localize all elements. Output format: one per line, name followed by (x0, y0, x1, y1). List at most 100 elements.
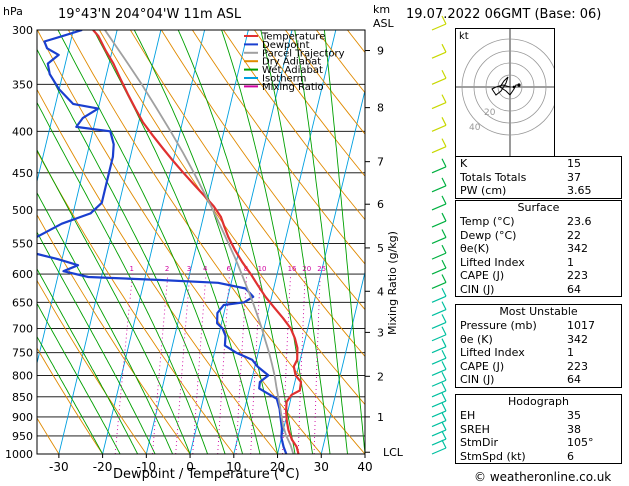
mixing-ratio-line (297, 274, 306, 454)
index-row: K 15 (460, 157, 581, 170)
wet-adiabat (37, 101, 209, 454)
height-tick-label: 3 (377, 326, 384, 339)
wind-barb-flag (441, 392, 447, 402)
mixing-ratio-label: 20 (302, 265, 311, 273)
wind-barb (431, 220, 447, 228)
wet-adiabat (294, 30, 348, 454)
wind-barb (431, 295, 447, 303)
wet-adiabat (323, 30, 365, 454)
dry-adiabat (99, 30, 365, 406)
mixing-ratio-line (114, 274, 133, 454)
dry-adiabat (37, 213, 191, 454)
mixing-ratio-line (235, 274, 248, 454)
height-tick-label: 2 (377, 370, 384, 383)
surface-row: CAPE (J) 223 (460, 269, 588, 282)
wind-barb (431, 51, 447, 59)
legend-label: Parcel Trajectory (262, 48, 345, 59)
wind-barb (431, 379, 447, 387)
wet-adiabat (221, 30, 313, 454)
wind-barb (431, 236, 447, 245)
mixing-ratio-label: 4 (203, 265, 208, 273)
most-unstable-table: Most Unstable Pressure (mb) 1017 θe (K) 34… (455, 304, 622, 388)
wind-barb-flag (441, 402, 447, 412)
hodograph-panel: kt 20 40 (455, 28, 555, 158)
wind-barb-flag (441, 70, 447, 79)
wind-barb-flag (441, 430, 447, 440)
wind-barb-flag (441, 212, 447, 222)
pressure-tick-label: 950 (12, 430, 33, 443)
wind-barb (431, 203, 447, 211)
hodograph-table: Hodograph EH 35 SREH 38 StmDir 105° StmSpd … (455, 394, 622, 464)
wind-barb (431, 447, 447, 455)
wind-barb (431, 267, 447, 275)
hodo-row: StmSpd (kt) 6 (460, 449, 574, 463)
mixing-ratio-label: 3 (187, 265, 191, 273)
mixing-ratio-line (175, 274, 191, 454)
mixing-ratio-label: 10 (258, 265, 267, 273)
x-tick-label: 0 (186, 460, 194, 474)
wet-adiabat (260, 30, 331, 454)
section-title: Surface (517, 201, 560, 214)
wind-barb-flag (441, 288, 447, 297)
isotherm (233, 30, 337, 454)
surface-table: Surface Temp (°C) 23.6 Dewp (°C) 22 θe(K) 3… (455, 200, 622, 297)
wind-barb-flag (441, 326, 447, 336)
wind-barb-flag (441, 301, 447, 310)
hodo-ring-label: 20 (484, 108, 496, 118)
pressure-tick-label: 650 (12, 296, 33, 309)
wind-barb-flag (441, 361, 447, 370)
hodograph-unit: kt (459, 31, 469, 42)
wind-barb-flag (441, 274, 447, 283)
wet-adiabat (37, 191, 174, 454)
wind-barb (431, 185, 447, 193)
mu-row: θe (K) 342 (460, 332, 588, 346)
mixing-ratio-line (217, 274, 230, 454)
mixing-ratio-label: 6 (227, 265, 232, 273)
wind-barb (431, 321, 447, 329)
hodo-ring-label: 40 (469, 123, 481, 133)
wind-barb-flag (441, 117, 447, 126)
mixing-ratio-label: 2 (165, 265, 169, 273)
pressure-tick-label: 900 (12, 411, 33, 424)
pressure-tick-label: 350 (12, 78, 33, 91)
mixing-ratio-label: 1 (130, 265, 134, 273)
hodograph-trace (491, 76, 519, 96)
location-title: 19°43'N 204°04'W 11m ASL (58, 7, 242, 22)
hodo-row: StmDir 105° (460, 436, 594, 449)
dry-adiabat (161, 30, 365, 311)
height-tick-label: 4 (377, 285, 384, 298)
wind-barb (431, 309, 447, 317)
wind-barb (431, 429, 447, 437)
pressure-tick-label: 500 (12, 204, 33, 217)
dry-adiabat (192, 30, 365, 265)
wet-adiabat (37, 149, 191, 454)
isotherm (320, 270, 365, 454)
surface-row: CIN (J) 64 (460, 282, 581, 296)
mixing-ratio-line (313, 274, 321, 454)
plot-frame (36, 29, 366, 455)
wet-adiabat (133, 30, 278, 454)
surface-row: θe(K) 342 (460, 242, 588, 255)
wind-barb (431, 77, 447, 85)
wet-adiabat (93, 30, 261, 454)
pressure-tick-label: 300 (12, 24, 33, 37)
mixing-ratio-line (250, 274, 262, 454)
surface-row: Lifted Index 1 (460, 255, 574, 269)
parcel-trajectory-line (104, 30, 295, 454)
wind-barb (431, 252, 447, 260)
x-tick-label: 30 (314, 460, 329, 474)
wind-barb-flag (441, 158, 447, 168)
pressure-tick-label: 550 (12, 238, 33, 251)
wet-adiabat (37, 231, 156, 454)
wind-barb (431, 400, 447, 408)
wind-barb (431, 146, 447, 154)
pressure-tick-label: 800 (12, 369, 33, 382)
dewpoint-line (37, 30, 288, 454)
height-tick-label: 6 (377, 198, 384, 211)
wind-barb (431, 166, 447, 174)
legend-label: Dewpoint (262, 40, 310, 51)
pressure-tick-label: 700 (12, 322, 33, 335)
wind-profile (431, 15, 447, 455)
dry-adiabat (254, 30, 365, 177)
pressure-tick-label: 750 (12, 347, 33, 360)
